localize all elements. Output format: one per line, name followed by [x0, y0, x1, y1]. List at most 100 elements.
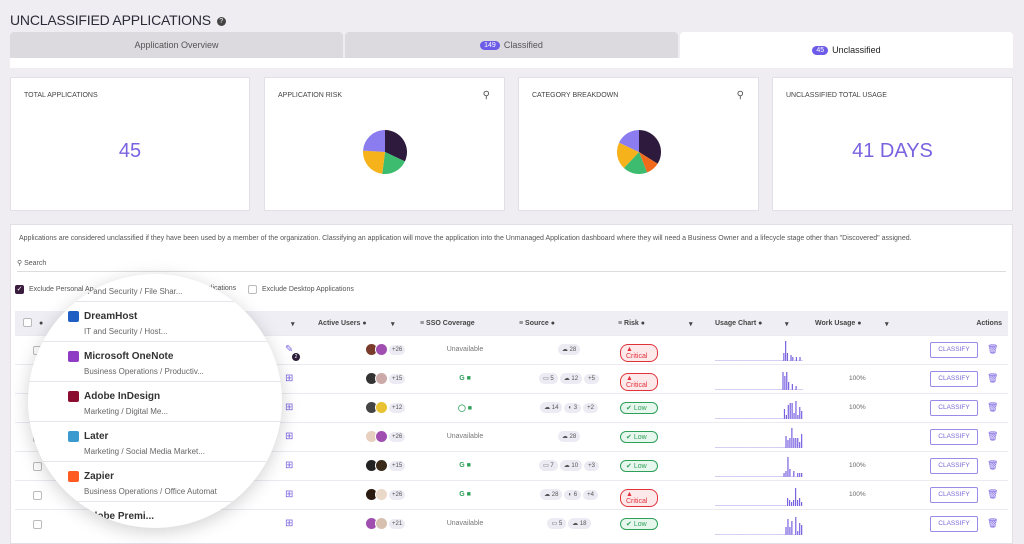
app-name-cell[interactable]: Adobe InDesign Marketing / Digital Me... — [28, 382, 282, 422]
usage-sparkline[interactable] — [715, 426, 803, 448]
exclude-desktop-filter[interactable]: Exclude Desktop Applications — [248, 285, 354, 294]
usage-bar — [716, 389, 719, 390]
pie-slice[interactable] — [362, 150, 385, 174]
active-users-avatars[interactable]: +26 — [365, 430, 406, 443]
checkbox-checked[interactable]: ✓ — [15, 285, 24, 294]
table-row[interactable]: ⊞ +21 Unavailable ▭ 5 ☁ 18 ✔ Low CLASSIFY… — [15, 509, 1008, 538]
add-note-icon[interactable]: ⊞ — [285, 489, 294, 500]
app-name-cell[interactable]: Later Marketing / Social Media Market... — [28, 422, 282, 462]
classify-button[interactable]: CLASSIFY — [930, 516, 978, 532]
usage-bar — [787, 519, 789, 535]
app-name[interactable]: Adobe InDesign — [84, 391, 161, 402]
active-users-avatars[interactable]: +15 — [365, 459, 406, 472]
usage-sparkline[interactable] — [715, 455, 803, 477]
trash-icon[interactable]: 🗑 — [987, 489, 999, 499]
tab-unclassified[interactable]: 45 Unclassified — [680, 32, 1013, 68]
usage-sparkline[interactable] — [715, 484, 803, 506]
col-source[interactable]: ≡ Source ● — [519, 320, 555, 327]
app-name[interactable]: Adobe Premi... — [84, 511, 155, 522]
pie-slice[interactable] — [618, 130, 639, 152]
pie-slice[interactable] — [616, 142, 639, 169]
risk-pie-chart[interactable] — [362, 130, 407, 174]
pie-slice[interactable] — [638, 130, 661, 164]
col-work-usage[interactable]: Work Usage ● — [815, 320, 862, 327]
trash-icon[interactable]: 🗑 — [987, 518, 999, 528]
tab-classified[interactable]: 149 Classified — [345, 32, 678, 58]
row-checkbox[interactable] — [33, 520, 42, 529]
app-name-cell[interactable]: Zapier Business Operations / Office Autom… — [28, 462, 282, 502]
add-note-icon[interactable]: ⊞ — [285, 518, 294, 529]
add-note-icon[interactable]: ⊞ — [285, 431, 294, 442]
usage-sparkline[interactable] — [715, 368, 803, 390]
sort-dropdown-icon[interactable]: ▾ — [391, 321, 395, 328]
col-risk[interactable]: ≡ Risk ● — [618, 320, 646, 327]
app-name[interactable]: DreamHost — [84, 311, 138, 322]
classify-button[interactable]: CLASSIFY — [930, 371, 978, 387]
row-checkbox[interactable] — [33, 462, 42, 471]
category-pie-chart[interactable] — [616, 130, 661, 174]
app-name-cell[interactable]: DreamHost IT and Security / Host... — [28, 302, 282, 342]
row-checkbox[interactable] — [33, 491, 42, 500]
trash-icon[interactable]: 🗑 — [987, 373, 999, 383]
active-users-avatars[interactable]: +12 — [365, 401, 406, 414]
active-users-avatars[interactable]: +26 — [365, 488, 406, 501]
usage-sparkline[interactable] — [715, 513, 803, 535]
table-row[interactable]: ⊞ +15 G ■ ▭ 7 ☁ 10 +3 ✔ Low 100% CLASSIFY … — [15, 451, 1008, 480]
trash-icon[interactable]: 🗑 — [987, 431, 999, 441]
classify-button[interactable]: CLASSIFY — [930, 458, 978, 474]
search-icon[interactable]: ⚲ — [482, 90, 490, 101]
help-icon[interactable]: ? — [216, 17, 226, 26]
classify-button[interactable]: CLASSIFY — [930, 400, 978, 416]
col-sso-coverage[interactable]: ≡ SSO Coverage — [420, 320, 475, 327]
app-name-cell[interactable]: IT and Security / File Shar... — [28, 274, 282, 302]
app-logo-icon — [68, 391, 79, 402]
table-row[interactable]: ⊞ +15 G ■ ▭ 5 ☁ 12 +5 ▲ Critical 100% CLAS… — [15, 364, 1008, 393]
search-icon[interactable]: ⚲ — [736, 90, 744, 101]
classify-button[interactable]: CLASSIFY — [930, 487, 978, 503]
col-active-users[interactable]: Active Users ● — [318, 320, 367, 327]
usage-bar — [720, 476, 723, 477]
classify-button[interactable]: CLASSIFY — [930, 429, 978, 445]
col-usage-chart[interactable]: Usage Chart ● — [715, 320, 763, 327]
app-name-cell[interactable]: Microsoft OneNote Business Operations / P… — [28, 342, 282, 382]
pie-slice[interactable] — [381, 152, 405, 174]
active-users-avatars[interactable]: +15 — [365, 372, 406, 385]
sort-dropdown-icon[interactable]: ▾ — [885, 321, 889, 328]
avatar — [375, 517, 388, 530]
select-all-checkbox[interactable] — [23, 318, 32, 327]
pie-slice[interactable] — [362, 130, 385, 152]
table-row[interactable]: ⊞ +26 G ■ ☁ 28 ◐ 6 +4 ▲ Critical 100% CLAS… — [15, 480, 1008, 509]
usage-bar — [744, 476, 747, 477]
edit-note-icon[interactable]: ✎ — [285, 344, 294, 355]
trash-icon[interactable]: 🗑 — [987, 460, 999, 470]
pie-slice[interactable] — [638, 152, 658, 173]
usage-sparkline[interactable] — [715, 397, 803, 419]
search-input[interactable]: ⚲ Search — [17, 259, 46, 267]
app-name-cell[interactable]: Adobe Premi... Marketing / Vi... — [28, 502, 282, 528]
active-users-avatars[interactable]: +26 — [365, 343, 406, 356]
exclude-browser-filter[interactable]: plications — [207, 285, 236, 292]
usage-sparkline[interactable] — [715, 339, 803, 361]
classify-button[interactable]: CLASSIFY — [930, 342, 978, 358]
exclude-personal-filter[interactable]: ✓ Exclude Personal Ap — [15, 285, 94, 294]
app-name[interactable]: Microsoft OneNote — [84, 351, 174, 362]
add-note-icon[interactable]: ⊞ — [285, 460, 294, 471]
pie-slice[interactable] — [384, 130, 407, 162]
add-note-icon[interactable]: ⊞ — [285, 373, 294, 384]
usage-bar — [771, 505, 773, 506]
pie-slice[interactable] — [623, 152, 647, 174]
add-note-icon[interactable]: ⊞ — [285, 402, 294, 413]
app-name[interactable]: Later — [84, 431, 109, 442]
trash-icon[interactable]: 🗑 — [987, 402, 999, 412]
usage-bar — [779, 476, 782, 477]
trash-icon[interactable]: 🗑 — [987, 344, 999, 354]
sort-dropdown-icon[interactable]: ▾ — [785, 321, 789, 328]
tab-application-overview[interactable]: Application Overview — [10, 32, 343, 58]
app-name[interactable]: Zapier — [84, 471, 115, 482]
table-row[interactable]: ⊞ +26 Unavailable ☁ 28 ✔ Low CLASSIFY 🗑 — [15, 422, 1008, 451]
table-row[interactable]: ✎ 2 +26 Unavailable ☁ 28 ▲ Critical CLAS… — [15, 335, 1008, 364]
active-users-avatars[interactable]: +21 — [365, 517, 406, 530]
sort-dropdown-icon[interactable]: ▾ — [689, 321, 693, 328]
sort-dropdown-icon[interactable]: ▾ — [291, 321, 295, 328]
checkbox[interactable] — [248, 285, 257, 294]
